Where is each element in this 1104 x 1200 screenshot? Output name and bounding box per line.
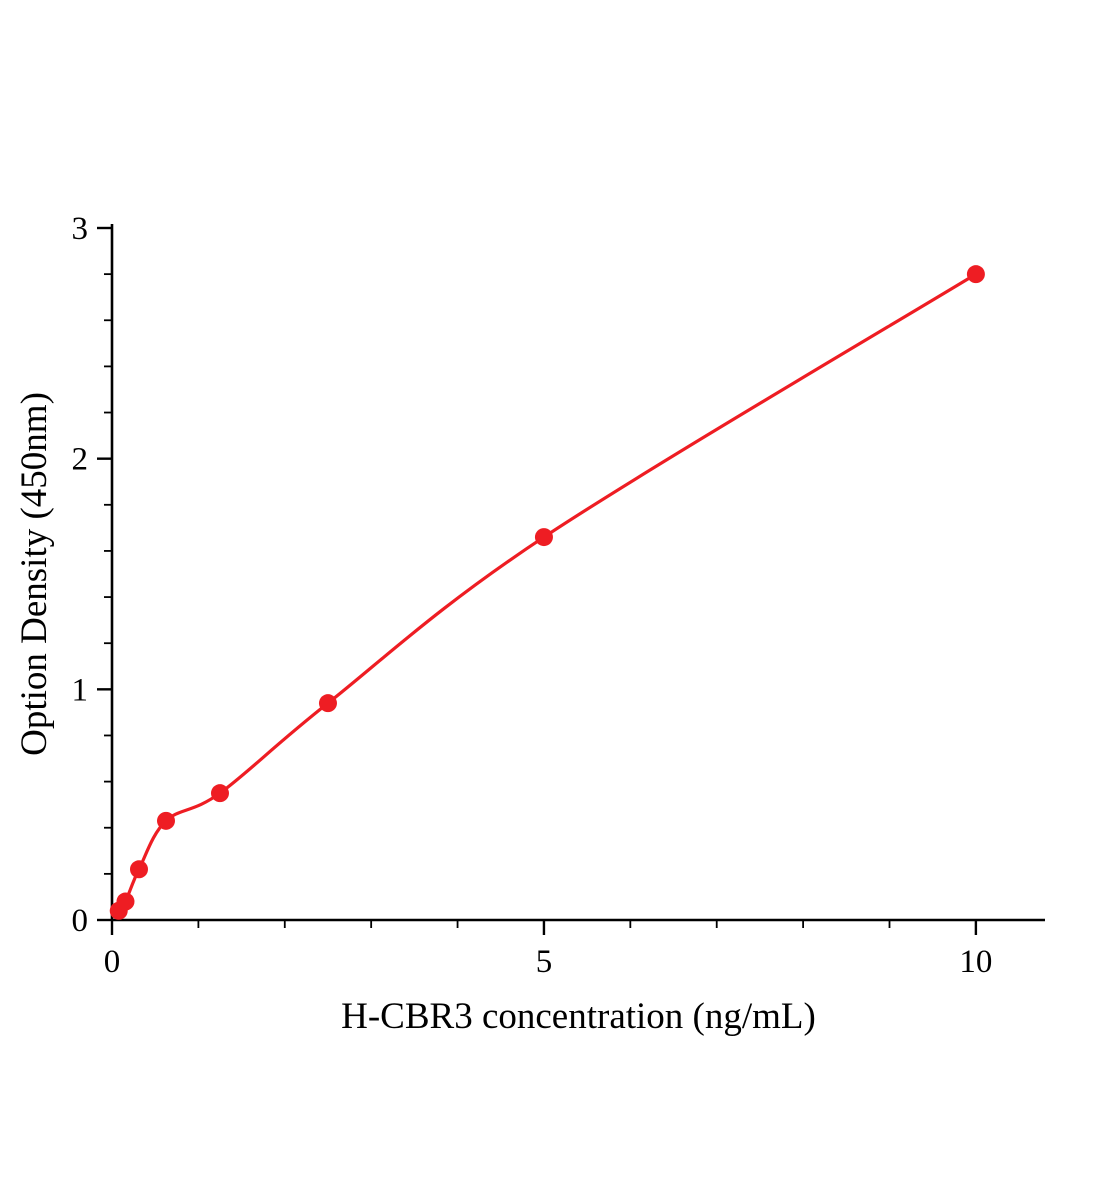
y-tick-label: 1 — [72, 672, 89, 708]
data-series — [109, 265, 985, 920]
data-point — [318, 694, 337, 713]
x-tick-label: 5 — [536, 944, 553, 980]
x-tick-label: 0 — [104, 944, 121, 980]
data-point — [966, 265, 985, 284]
fit-curve — [117, 272, 978, 913]
x-tick-label: 10 — [959, 944, 992, 980]
y-tick-label: 0 — [72, 903, 89, 939]
y-axis-label: Option Density (450nm) — [14, 392, 55, 756]
data-point — [129, 860, 148, 879]
tick-labels: 0 5 10 0 1 2 3 — [72, 211, 993, 980]
x-axis-label: H-CBR3 concentration (ng/mL) — [341, 996, 816, 1037]
y-tick-label: 2 — [72, 442, 89, 478]
y-tick-label: 3 — [72, 211, 89, 247]
data-point — [116, 892, 135, 911]
tick-marks — [97, 226, 978, 935]
axes — [110, 224, 1045, 922]
data-point — [210, 784, 229, 803]
data-point — [534, 528, 553, 547]
data-point — [156, 811, 175, 830]
